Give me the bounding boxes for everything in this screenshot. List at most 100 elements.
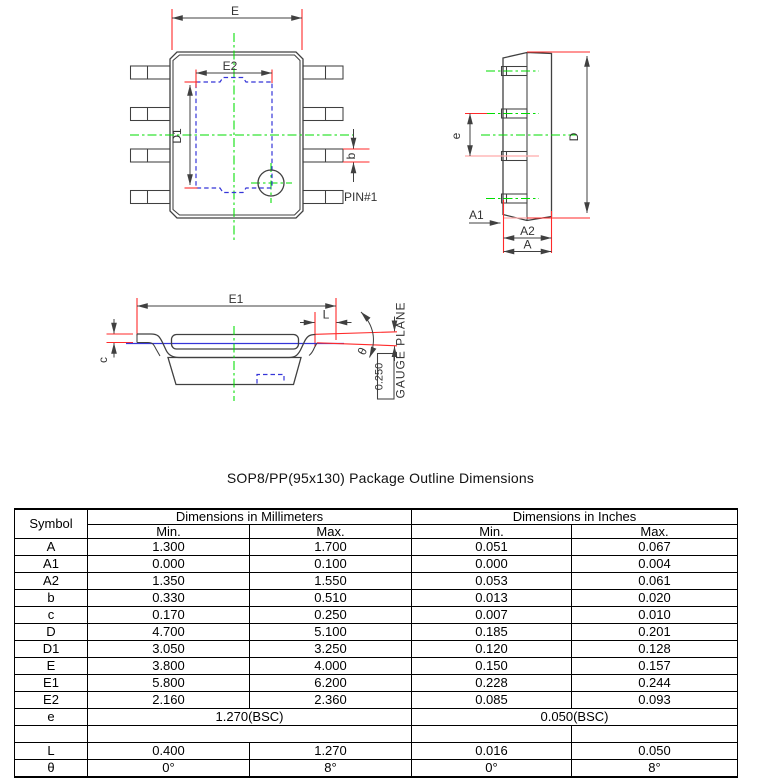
dim-label-D1: D1 [170,128,184,144]
symbol-cell: E2 [14,691,88,710]
mm-min-cell: 3.800 [87,657,250,676]
symbol-header: Symbol [14,508,88,540]
package-body-front [136,333,318,386]
inch-max-cell: 0.244 [571,674,738,693]
symbol-cell [14,725,88,744]
dimension-table-body: A 1.300 1.700 0.051 0.067 A1 0.000 0.100 0.000 0.… [14,538,738,778]
mm-min-cell: 3.050 [87,640,250,659]
inch-max-header: Max. [571,523,738,540]
dim-label-A2: A2 [520,224,535,238]
inch-min-cell: 0° [411,759,572,778]
dim-label-e: e [449,132,463,139]
mm-max-cell: 1.550 [249,572,412,591]
mm-max-cell: 3.250 [249,640,412,659]
table-row: A1 0.000 0.100 0.000 0.004 [14,555,738,574]
symbol-cell: E1 [14,674,88,693]
symbol-cell: b [14,589,88,608]
inch-min-cell: 0.000 [411,555,572,574]
inch-min-cell: 0.185 [411,623,572,642]
inch-min-cell: 0.150 [411,657,572,676]
heat-slug-mark [256,373,285,384]
inch-min-cell: 0.013 [411,589,572,608]
dim-label-D: D [567,132,581,141]
inch-span-cell: 0.050(BSC) [411,708,738,727]
side-view-drawing: e D A1 A2 A [449,51,590,255]
mm-min-cell: 0° [87,759,250,778]
mm-min-cell: 5.800 [87,674,250,693]
dim-theta-group: θ 0.250 GAUGE PLANE [315,301,408,400]
table-row: E2 2.160 2.360 0.085 0.093 [14,691,738,710]
mm-max-cell: 8° [249,759,412,778]
inch-max-cell: 0.010 [571,606,738,625]
mm-min-cell: 0.330 [87,589,250,608]
inch-min-cell: 0.051 [411,538,572,557]
dim-D1-group: D1 [170,81,198,189]
symbol-cell: A1 [14,555,88,574]
dim-b-group: b [343,129,370,182]
mm-min-cell: 0.400 [87,742,250,761]
page-title: SOP8/PP(95x130) Package Outline Dimensio… [226,470,535,486]
table-row [14,725,738,744]
mm-max-cell: 0.510 [249,589,412,608]
empty-inch-max-cell [571,725,738,744]
inch-min-header: Min. [411,523,572,540]
table-row: e 1.270(BSC) 0.050(BSC) [14,708,738,727]
mm-min-header: Min. [87,523,250,540]
dim-E-group: E [171,4,303,50]
inch-max-cell: 0.128 [571,640,738,659]
inch-min-cell: 0.053 [411,572,572,591]
inch-min-cell: 0.085 [411,691,572,710]
top-view-drawing: E E2 D1 [129,4,378,243]
mm-max-cell: 0.250 [249,606,412,625]
dim-label-A1: A1 [469,208,484,222]
gauge-plane-label: GAUGE PLANE [394,301,408,398]
table-row: D 4.700 5.100 0.185 0.201 [14,623,738,642]
mm-max-cell: 1.270 [249,742,412,761]
mm-max-header: Max. [249,523,412,540]
inch-min-cell: 0.007 [411,606,572,625]
dim-A-group: A1 A2 A [469,200,553,255]
mm-max-cell: 2.360 [249,691,412,710]
symbol-cell: A [14,538,88,557]
table-row: θ 0° 8° 0° 8° [14,759,738,778]
mm-min-cell: 0.000 [87,555,250,574]
dim-label-L: L [323,308,330,322]
symbol-cell: D [14,623,88,642]
table-row: D1 3.050 3.250 0.120 0.128 [14,640,738,659]
inch-max-cell: 8° [571,759,738,778]
mm-max-cell: 6.200 [249,674,412,693]
inch-min-cell: 0.228 [411,674,572,693]
inch-min-cell: 0.016 [411,742,572,761]
dim-c-group: c [96,319,133,363]
inch-max-cell: 0.020 [571,589,738,608]
symbol-cell: L [14,742,88,761]
mm-max-cell: 0.100 [249,555,412,574]
centerlines [130,33,354,243]
dim-label-c: c [96,357,110,363]
dim-e-group: e [449,112,539,157]
dim-label-E: E [231,4,239,18]
symbol-cell: D1 [14,640,88,659]
symbol-cell: c [14,606,88,625]
empty-mm-cell [87,725,412,744]
inch-header: Dimensions in Inches [411,508,738,525]
empty-inch-min-cell [411,725,572,744]
dim-D-group: D [503,51,590,219]
mm-max-cell: 4.000 [249,657,412,676]
mm-max-cell: 5.100 [249,623,412,642]
dim-label-A: A [523,238,531,252]
table-row: A2 1.350 1.550 0.053 0.061 [14,572,738,591]
front-view-drawing: E1 L c θ 0.250 GAUGE PLANE [96,292,408,401]
pin1-label: PIN#1 [344,190,378,204]
mm-min-cell: 0.170 [87,606,250,625]
mm-header: Dimensions in Millimeters [87,508,412,525]
dim-label-E2: E2 [223,59,238,73]
mm-max-cell: 1.700 [249,538,412,557]
table-header-row: Symbol Dimensions in Millimeters Dimensi… [14,508,738,540]
table-row: E1 5.800 6.200 0.228 0.244 [14,674,738,693]
dimensions-table: Symbol Dimensions in Millimeters Dimensi… [14,508,738,779]
pin1-marker-circle [257,169,285,197]
symbol-cell: A2 [14,572,88,591]
table-subheader-row: Min. Max. Min. Max. [15,523,738,540]
